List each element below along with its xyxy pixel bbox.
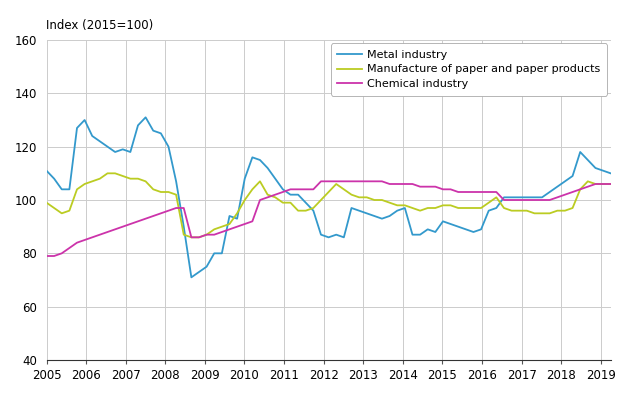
Metal industry [485,208,492,213]
Legend: Metal industry, Manufacture of paper and paper products, Chemical industry: Metal industry, Manufacture of paper and… [331,43,608,96]
Metal industry [89,134,96,138]
Text: Index (2015=100): Index (2015=100) [46,19,154,32]
Chemical industry [477,190,485,194]
Manufacture of paper and paper products [500,206,508,210]
Metal industry [508,195,515,200]
Manufacture of paper and paper products [508,208,515,213]
Metal industry [142,115,149,120]
Metal industry [607,171,614,176]
Manufacture of paper and paper products [43,200,50,205]
Manufacture of paper and paper products [607,182,614,186]
Metal industry [500,195,508,200]
Chemical industry [500,198,508,202]
Chemical industry [515,198,523,202]
Chemical industry [607,182,614,186]
Chemical industry [317,179,325,184]
Manufacture of paper and paper products [523,208,531,213]
Manufacture of paper and paper products [188,235,195,240]
Line: Chemical industry: Chemical industry [46,181,611,256]
Line: Metal industry: Metal industry [46,117,611,277]
Chemical industry [493,190,500,194]
Manufacture of paper and paper products [89,179,96,184]
Metal industry [561,179,569,184]
Chemical industry [89,235,96,240]
Chemical industry [554,195,561,200]
Manufacture of paper and paper products [104,171,111,176]
Line: Manufacture of paper and paper products: Manufacture of paper and paper products [46,173,611,237]
Manufacture of paper and paper products [485,200,492,205]
Metal industry [43,168,50,173]
Manufacture of paper and paper products [561,208,569,213]
Metal industry [188,275,195,280]
Metal industry [523,195,531,200]
Chemical industry [43,254,50,258]
